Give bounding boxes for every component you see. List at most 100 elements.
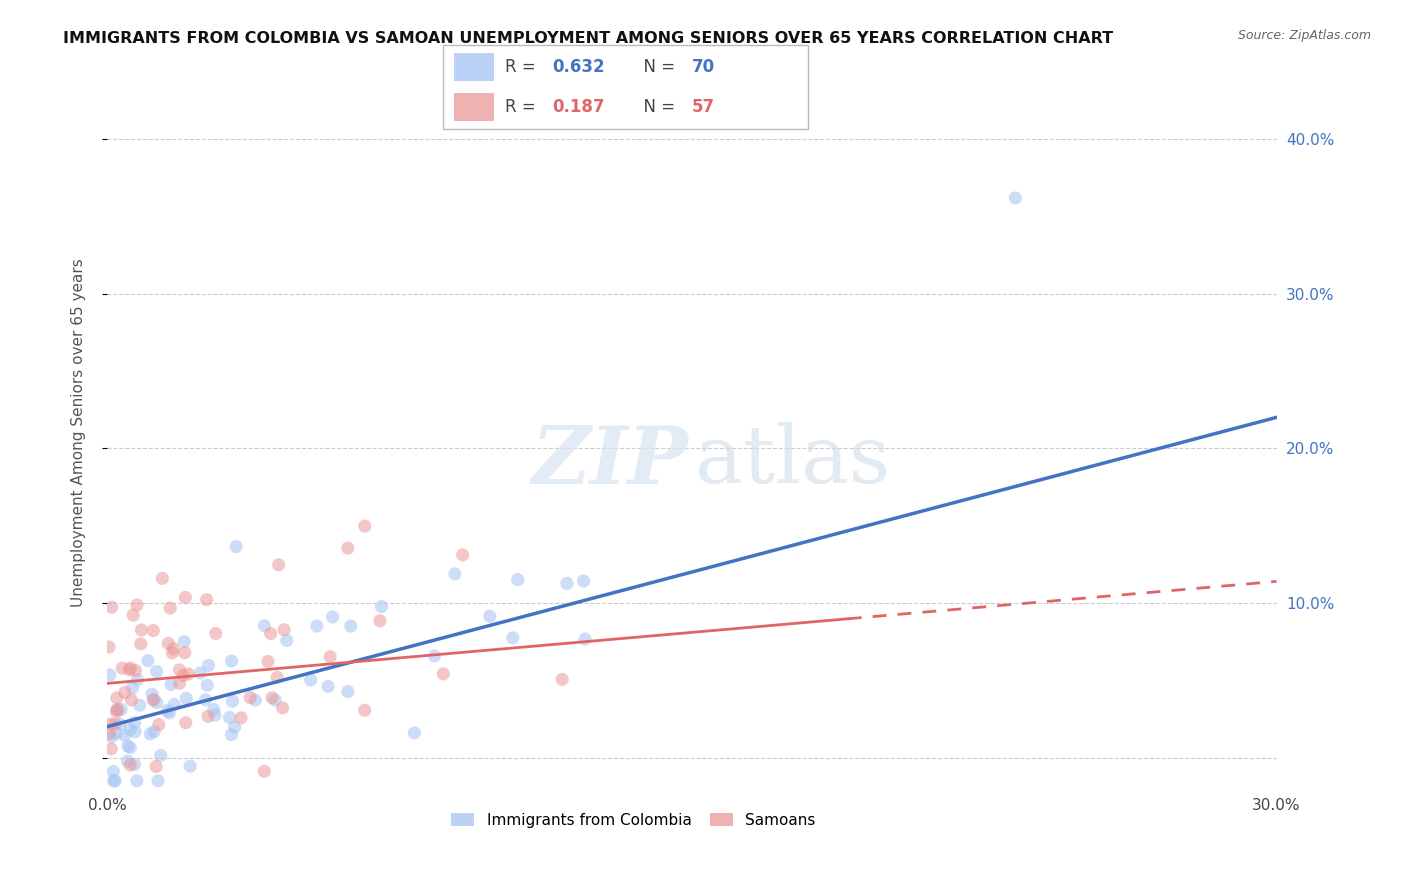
Point xyxy=(257,654,280,668)
Point xyxy=(114,728,136,742)
Point xyxy=(174,591,197,605)
Text: Source: ZipAtlas.com: Source: ZipAtlas.com xyxy=(1237,29,1371,42)
Text: 70: 70 xyxy=(692,58,714,76)
Point xyxy=(125,598,148,612)
Point xyxy=(120,740,142,755)
Text: 0.632: 0.632 xyxy=(553,58,605,76)
Point xyxy=(169,663,191,677)
Point xyxy=(188,665,211,680)
Point xyxy=(370,599,392,614)
Point xyxy=(197,709,219,723)
Point xyxy=(103,773,125,788)
Point xyxy=(202,703,225,717)
Point xyxy=(98,668,121,682)
Point xyxy=(174,691,197,706)
Point xyxy=(159,601,181,615)
Point xyxy=(100,600,122,615)
Point xyxy=(321,610,343,624)
Point xyxy=(225,540,247,554)
Point xyxy=(177,667,200,681)
Point xyxy=(574,632,596,647)
Point xyxy=(105,726,128,740)
Point xyxy=(98,727,121,741)
Point xyxy=(163,698,186,712)
Point xyxy=(120,758,142,772)
Point xyxy=(262,690,284,705)
Point xyxy=(478,609,501,624)
Point xyxy=(271,701,294,715)
Point xyxy=(451,548,474,562)
Point xyxy=(353,519,375,533)
Point xyxy=(253,618,276,632)
Point xyxy=(169,676,191,690)
Point xyxy=(221,728,243,742)
Bar xyxy=(454,54,494,81)
Point xyxy=(1004,191,1026,205)
Point xyxy=(162,646,184,660)
Point xyxy=(195,592,218,607)
Point xyxy=(105,705,128,719)
Point xyxy=(117,754,139,768)
Point xyxy=(124,715,146,730)
Text: R =: R = xyxy=(505,58,547,76)
Point xyxy=(264,693,287,707)
Point xyxy=(204,626,226,640)
Point xyxy=(121,693,143,707)
Point xyxy=(179,759,201,773)
Point xyxy=(117,739,139,753)
Point xyxy=(423,648,446,663)
Point xyxy=(224,720,246,734)
Point xyxy=(120,723,142,737)
Point xyxy=(239,690,262,705)
Point xyxy=(131,623,153,637)
Point xyxy=(340,619,363,633)
Point xyxy=(353,703,375,717)
Point xyxy=(259,626,281,640)
Point xyxy=(101,730,124,744)
Point xyxy=(120,661,142,675)
Point xyxy=(125,773,148,788)
Point xyxy=(136,654,159,668)
Text: atlas: atlas xyxy=(696,423,890,500)
Point xyxy=(229,711,252,725)
Point xyxy=(121,681,143,695)
Point xyxy=(145,759,167,773)
Point xyxy=(98,640,121,654)
Point xyxy=(276,633,298,648)
Point xyxy=(104,717,127,731)
Point xyxy=(141,687,163,701)
Text: 57: 57 xyxy=(692,98,714,116)
Point xyxy=(194,693,217,707)
Point xyxy=(404,726,426,740)
Point xyxy=(118,663,141,677)
Point xyxy=(160,677,183,691)
Point xyxy=(142,693,165,707)
Point xyxy=(204,708,226,723)
FancyBboxPatch shape xyxy=(443,45,808,129)
Point xyxy=(551,673,574,687)
Point xyxy=(267,558,290,572)
Point xyxy=(139,727,162,741)
Point xyxy=(555,576,578,591)
Point xyxy=(299,673,322,687)
Point xyxy=(245,693,267,707)
Text: N =: N = xyxy=(633,98,681,116)
Point xyxy=(336,541,359,555)
Point xyxy=(162,641,184,656)
Bar xyxy=(454,93,494,120)
Point xyxy=(127,673,149,687)
Text: N =: N = xyxy=(633,58,681,76)
Point xyxy=(124,664,146,678)
Point xyxy=(173,634,195,648)
Point xyxy=(100,741,122,756)
Text: 0.187: 0.187 xyxy=(553,98,605,116)
Point xyxy=(122,608,145,623)
Point xyxy=(105,690,128,705)
Point xyxy=(336,684,359,698)
Point xyxy=(104,773,127,788)
Text: ZIP: ZIP xyxy=(531,423,689,500)
Point xyxy=(221,694,243,708)
Point xyxy=(502,631,524,645)
Point xyxy=(266,670,288,684)
Point xyxy=(105,703,128,717)
